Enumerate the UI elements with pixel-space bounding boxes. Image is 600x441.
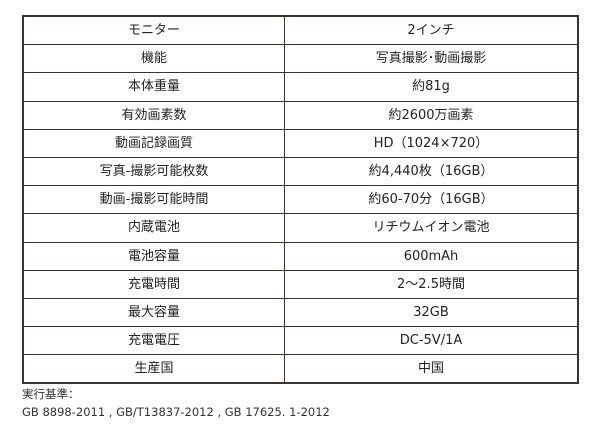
spec-value: DC-5V/1A: [284, 326, 579, 356]
table-row: 機能 写真撮影･動画撮影: [22, 44, 579, 74]
spec-value: リチウムイオン電池: [284, 213, 579, 243]
spec-value: 32GB: [284, 297, 579, 328]
spec-label: 動画記録画質: [22, 128, 285, 158]
standards-heading: 実行基準：: [22, 387, 80, 401]
spec-label: 機能: [22, 44, 285, 74]
table-row: 充電電圧 DC-5V/1A: [22, 326, 579, 356]
spec-label: 生産国: [22, 354, 285, 384]
table-row: 写真-撮影可能枚数 約4,440枚（16GB）: [22, 156, 579, 187]
table-row: 本体重量 約81g: [22, 72, 579, 102]
spec-value: 2インチ: [284, 15, 579, 46]
spec-label: 写真-撮影可能枚数: [22, 156, 285, 187]
spec-value: 約2600万画素: [284, 100, 579, 130]
spec-label: 充電時間: [22, 269, 285, 299]
spec-label: 有効画素数: [22, 100, 285, 130]
spec-label: 最大容量: [22, 297, 285, 328]
spec-label: 電池容量: [22, 241, 285, 271]
spec-value: 約4,440枚（16GB）: [284, 156, 579, 187]
spec-value: HD（1024×720）: [284, 128, 579, 158]
spec-label: 充電電圧: [22, 326, 285, 356]
spec-label: モニター: [22, 15, 285, 46]
spec-label: 本体重量: [22, 72, 285, 102]
spec-value: 2～2.5時間: [284, 269, 579, 299]
table-row: 有効画素数 約2600万画素: [22, 100, 579, 130]
table-row: 電池容量 600mAh: [22, 241, 579, 271]
table-row: 動画-撮影可能時間 約60-70分（16GB）: [22, 185, 579, 215]
spec-value: 中国: [284, 354, 579, 384]
spec-value: 写真撮影･動画撮影: [284, 44, 579, 74]
spec-value: 約81g: [284, 72, 579, 102]
standards-list: GB 8898-2011 , GB/T13837-2012 , GB 17625…: [22, 405, 330, 419]
standards-notes: 実行基準： GB 8898-2011 , GB/T13837-2012 , GB…: [22, 385, 330, 421]
table-row: 生産国 中国: [22, 354, 579, 384]
table-row: 動画記録画質 HD（1024×720）: [22, 128, 579, 158]
spec-table: モニター 2インチ 機能 写真撮影･動画撮影 本体重量 約81g 有効画素数 約2600万画素…: [22, 15, 579, 385]
table-row: 充電時間 2～2.5時間: [22, 269, 579, 299]
spec-label: 動画-撮影可能時間: [22, 185, 285, 215]
table-row: 内蔵電池 リチウムイオン電池: [22, 213, 579, 243]
spec-value: 600mAh: [284, 241, 579, 271]
spec-label: 内蔵電池: [22, 213, 285, 243]
table-row: 最大容量 32GB: [22, 297, 579, 328]
spec-value: 約60-70分（16GB）: [284, 185, 579, 215]
table-row: モニター 2インチ: [22, 15, 579, 46]
